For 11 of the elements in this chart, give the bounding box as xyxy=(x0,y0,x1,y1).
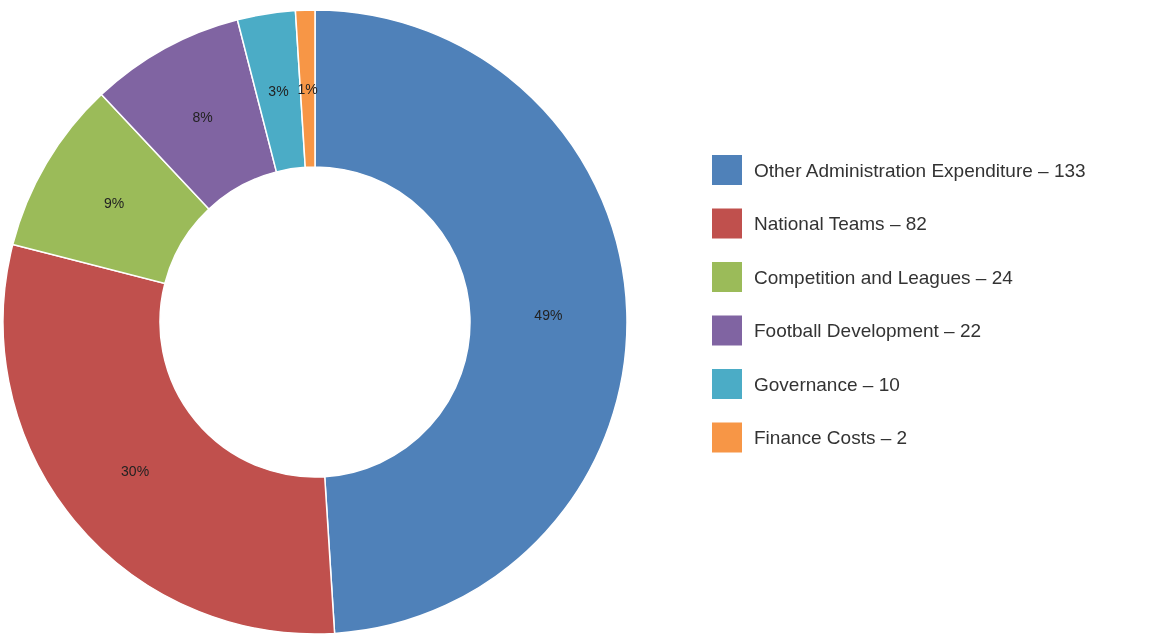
data-label: 9% xyxy=(103,195,125,212)
legend-label: Finance Costs – 2 xyxy=(754,427,908,448)
legend-label: National Teams – 82 xyxy=(754,213,927,234)
legend-label: Competition and Leagues – 24 xyxy=(754,266,1014,288)
legend-label: Other Administration Expenditure – 133 xyxy=(754,159,1086,181)
legend-label: Football Development – 22 xyxy=(754,320,982,341)
data-label: 30% xyxy=(121,462,150,479)
data-label: 3% xyxy=(268,83,289,100)
data-label: 8% xyxy=(192,109,213,126)
data-label: 49% xyxy=(534,306,563,323)
legend-label: Governance – 10 xyxy=(754,373,900,395)
